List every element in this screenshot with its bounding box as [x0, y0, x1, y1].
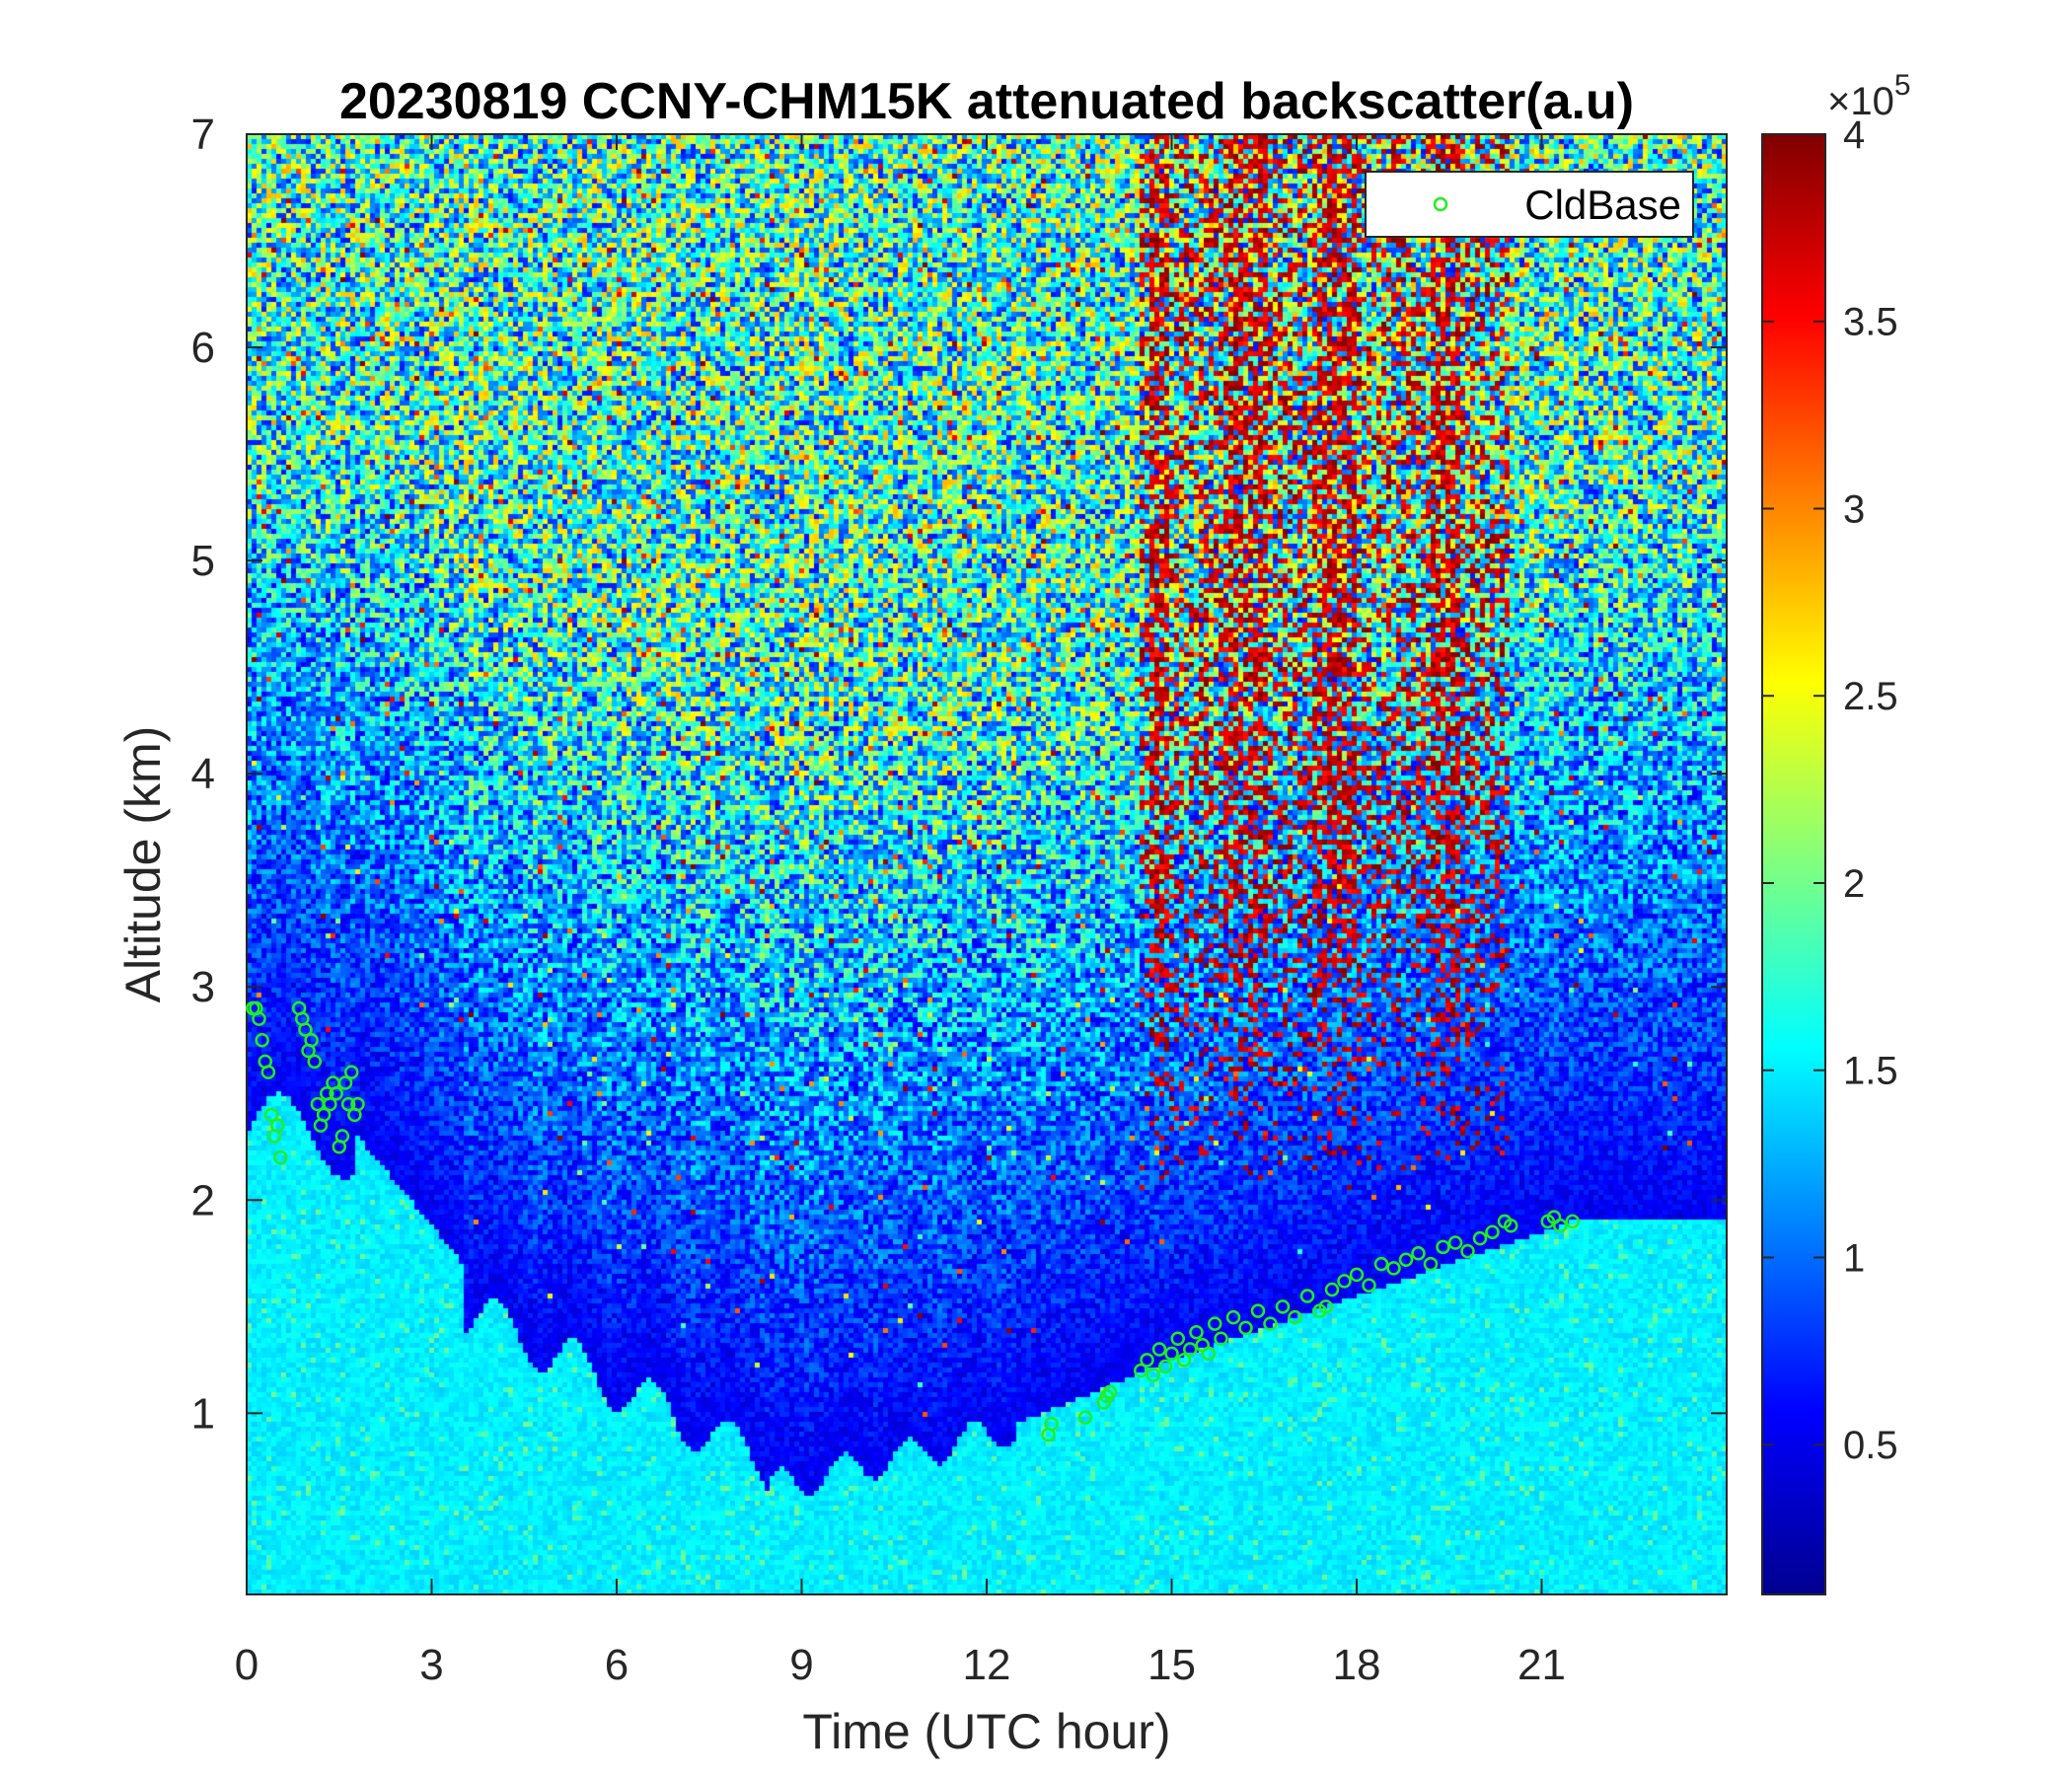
cldbase-point: [1225, 1309, 1241, 1325]
cldbase-point: [1362, 1278, 1376, 1293]
cldbase-point: [1472, 1230, 1488, 1246]
cldbase-point: [1183, 1342, 1198, 1357]
cldbase-point: [1553, 1218, 1568, 1233]
cldbase-point: [1398, 1252, 1414, 1268]
cldbase-point: [304, 1032, 319, 1048]
cldbase-point: [1423, 1256, 1439, 1272]
cldbase-point: [1565, 1214, 1580, 1229]
x-tick-label: 6: [605, 1641, 629, 1689]
cldbase-point: [1044, 1416, 1059, 1432]
colorbar-tick-label: 0.5: [1843, 1424, 1898, 1467]
cldbase-point: [263, 1107, 279, 1123]
legend-box: [1365, 171, 1694, 238]
cldbase-series: [246, 1000, 1580, 1443]
cldbase-point: [1447, 1235, 1463, 1250]
cldbase-point: [1151, 1342, 1167, 1357]
colorbar-ticks: 0.5 1 1.5 2 2.5 3 3.5 4: [1762, 113, 1898, 1467]
y-tick-label: 7: [191, 111, 215, 159]
cldbase-point: [1324, 1282, 1340, 1297]
cldbase-point: [1140, 1353, 1154, 1368]
cldbase-point: [260, 1065, 276, 1079]
legend-marker-cldbase: [1433, 196, 1448, 212]
colorbar: 0.5 1 1.5 2 2.5 3 3.5 4 ×105: [1761, 69, 1911, 1595]
cldbase-point: [1250, 1303, 1266, 1318]
cldbase-point: [1238, 1320, 1253, 1336]
cldbase-point: [255, 1032, 269, 1048]
x-tick-label: 15: [1147, 1641, 1196, 1689]
colorbar-gradient: [1761, 133, 1826, 1595]
cldbase-point: [1504, 1218, 1518, 1233]
backscatter-heatmap: [247, 134, 1727, 1594]
cldbase-point: [1164, 1346, 1179, 1362]
cldbase-point: [337, 1075, 353, 1090]
y-tick-label: 6: [191, 324, 215, 372]
colorbar-multiplier-exponent: 5: [1894, 69, 1911, 102]
x-tick-label: 9: [789, 1641, 813, 1689]
cldbase-point: [1460, 1243, 1475, 1259]
x-axis: 0 3 6 9 12 15 18 21: [235, 134, 1566, 1689]
colorbar-tick-label: 1: [1843, 1236, 1865, 1280]
cldbase-point: [1158, 1359, 1173, 1374]
colorbar-multiplier: ×105: [1827, 69, 1911, 123]
cldbase-point: [316, 1107, 332, 1123]
cldbase-point: [273, 1149, 288, 1165]
y-axis: 1 2 3 4 5 6 7: [191, 111, 1727, 1438]
x-tick-label: 3: [419, 1641, 443, 1689]
cldbase-point: [307, 1054, 322, 1070]
y-tick-label: 3: [191, 963, 215, 1011]
x-tick-label: 12: [963, 1641, 1011, 1689]
x-tick-label: 18: [1333, 1641, 1381, 1689]
cldbase-point: [1299, 1289, 1315, 1303]
cldbase-point: [1214, 1331, 1228, 1346]
x-tick-label: 0: [235, 1641, 259, 1689]
cldbase-point: [1373, 1256, 1389, 1272]
cldbase-point: [323, 1096, 337, 1112]
cldbase-point: [1170, 1331, 1185, 1346]
x-tick-label: 21: [1517, 1641, 1566, 1689]
cldbase-point: [1201, 1346, 1217, 1362]
cldbase-point: [1349, 1267, 1365, 1283]
cldbase-point: [1134, 1363, 1148, 1378]
cldbase-point: [344, 1065, 359, 1079]
cldbase-point: [1208, 1316, 1222, 1331]
y-tick-label: 2: [191, 1176, 215, 1224]
colorbar-tick-label: 3.5: [1843, 301, 1898, 344]
cldbase-point: [1077, 1410, 1093, 1425]
y-tick-label: 5: [191, 537, 215, 585]
colorbar-tick-label: 4: [1843, 113, 1865, 157]
cldbase-point: [329, 1086, 343, 1101]
colorbar-tick-label: 1.5: [1843, 1050, 1898, 1093]
x-axis-label: Time (UTC hour): [802, 1704, 1170, 1759]
y-axis-label: Altitude (km): [115, 726, 171, 1003]
chart-title: 20230819 CCNY-CHM15K attenuated backscat…: [339, 73, 1634, 130]
legend-entry-cldbase: CldBase: [1524, 182, 1681, 228]
cldbase-point: [1176, 1353, 1192, 1368]
cldbase-point: [298, 1022, 313, 1037]
cldbase-point: [1411, 1246, 1426, 1261]
cldbase-point: [350, 1096, 365, 1112]
cldbase-point: [340, 1096, 356, 1112]
cldbase-point: [1485, 1224, 1500, 1239]
cldbase-point: [1263, 1316, 1278, 1331]
cldbase-point: [1189, 1324, 1204, 1340]
colorbar-multiplier-base: ×10: [1827, 80, 1894, 123]
y-tick-label: 1: [191, 1389, 215, 1438]
cldbase-point: [1337, 1274, 1352, 1289]
cldbase-point: [1318, 1299, 1333, 1314]
cldbase-point: [270, 1118, 285, 1133]
legend: CldBase: [1365, 171, 1694, 238]
cldbase-point: [1102, 1384, 1118, 1399]
cldbase-point: [334, 1129, 350, 1144]
colorbar-tick-label: 2.5: [1843, 675, 1898, 718]
cldbase-point: [1275, 1299, 1291, 1314]
colorbar-tick-label: 2: [1843, 862, 1865, 906]
cldbase-point: [1386, 1261, 1401, 1276]
cldbase-point: [1436, 1239, 1450, 1255]
colorbar-tick-label: 3: [1843, 487, 1865, 531]
y-tick-label: 4: [191, 750, 215, 798]
cldbase-point: [1146, 1368, 1160, 1382]
cldbase-point: [252, 1011, 266, 1026]
cldbase-point: [1288, 1309, 1302, 1325]
